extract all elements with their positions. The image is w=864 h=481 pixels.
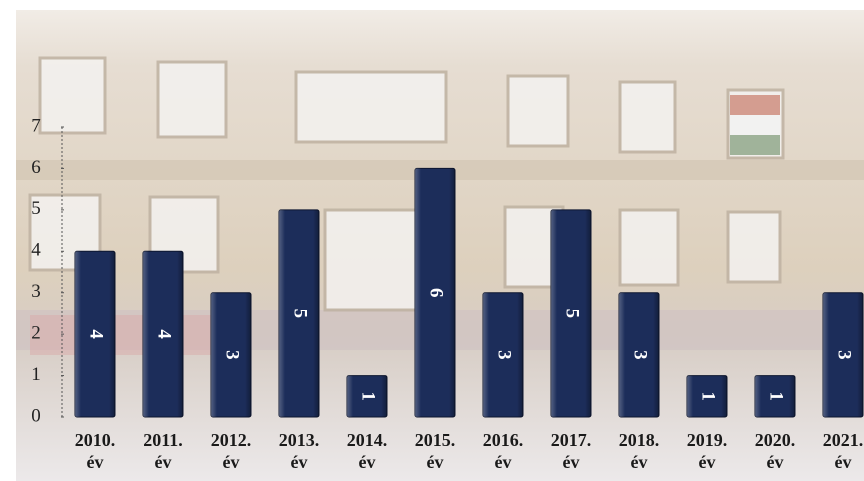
y-tick-label: 5 [31, 198, 41, 219]
value-label: 6 [426, 288, 447, 298]
x-tick-label: 2020. év [754, 430, 796, 472]
value-label: 3 [494, 350, 515, 360]
y-tick-label: 1 [31, 364, 41, 385]
bar-shade [687, 375, 727, 417]
x-tick-label: 2011. év [143, 430, 183, 472]
y-tick-label: 7 [31, 115, 41, 136]
value-label: 3 [222, 350, 243, 360]
bar-shade [483, 292, 523, 417]
value-label: 1 [358, 392, 379, 402]
bar-shade [415, 168, 455, 417]
x-tick-label: 2010. év [74, 430, 116, 472]
value-label: 5 [290, 309, 311, 319]
x-tick-label: 2016. év [482, 430, 524, 472]
x-tick-label: 2018. év [618, 430, 660, 472]
x-tick-label: 2012. év [210, 430, 252, 472]
bar-shade [211, 292, 251, 417]
y-tick-label: 3 [31, 281, 41, 302]
y-tick-label: 6 [31, 157, 41, 178]
bar-shade [75, 251, 115, 417]
value-label: 5 [562, 309, 583, 319]
value-label: 3 [630, 350, 651, 360]
bar-shade [143, 251, 183, 417]
value-label: 1 [698, 392, 719, 402]
y-tick-label: 2 [31, 323, 41, 344]
value-label: 4 [86, 329, 107, 339]
y-tick-label: 4 [31, 240, 41, 261]
x-tick-label: 2015. év [414, 430, 456, 472]
x-tick-label: 2013. év [278, 430, 320, 472]
x-tick-label: 2017. év [550, 430, 592, 472]
value-label: 4 [154, 329, 175, 339]
bar-shade [279, 209, 319, 417]
x-tick-label: 2014. év [346, 430, 388, 472]
value-label: 1 [766, 392, 787, 402]
bar-shade [823, 292, 863, 417]
bar-shade [619, 292, 659, 417]
x-tick-label: 2021. év [822, 430, 864, 472]
y-tick-label: 0 [31, 405, 41, 426]
x-tick-label: 2019. év [686, 430, 728, 472]
value-label: 3 [834, 350, 855, 360]
bar-shade [551, 209, 591, 417]
bar-shade [347, 375, 387, 417]
bar-shade [755, 375, 795, 417]
